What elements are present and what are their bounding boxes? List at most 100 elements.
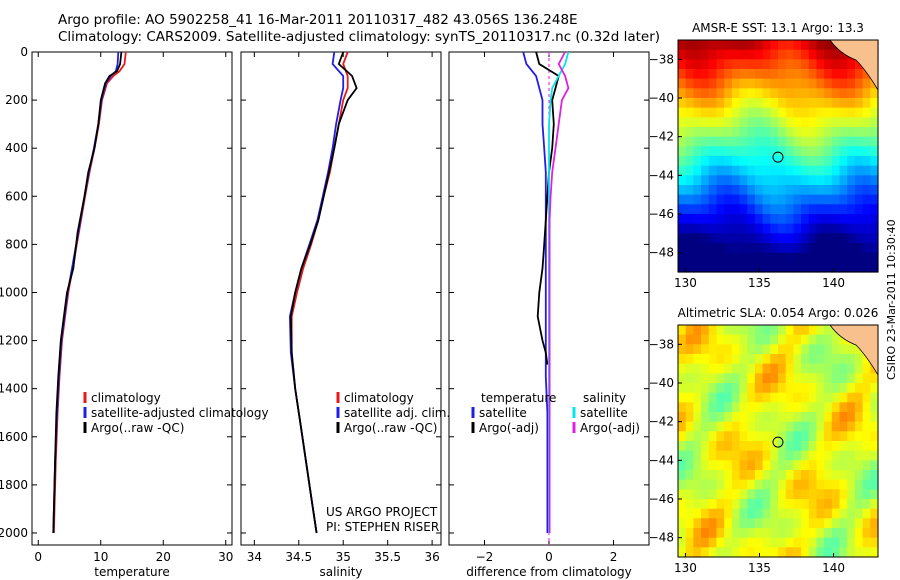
sla_map-cell xyxy=(793,518,802,529)
sst_map-cell xyxy=(762,107,771,118)
sst_map-cell xyxy=(701,98,710,109)
sst_map-cell xyxy=(831,223,841,234)
sst_map-cell xyxy=(708,233,718,244)
sst_map-cell xyxy=(770,175,779,186)
sla_map-cell xyxy=(831,450,841,461)
sla_map-cell xyxy=(824,460,833,471)
sst_map-cell xyxy=(678,204,687,215)
sst_map-cell xyxy=(824,69,833,80)
sla_map-cell xyxy=(808,421,818,432)
sla_map-cell xyxy=(839,547,848,558)
sst_map-cell xyxy=(847,243,856,254)
sla_map-cell xyxy=(816,363,825,374)
sst_map-cell xyxy=(793,223,802,234)
sla_map-cell xyxy=(762,402,771,413)
sst_map-cell xyxy=(778,78,787,89)
sst_map-cell xyxy=(693,223,702,234)
sla_map-cell xyxy=(716,460,725,471)
sst_map-cell xyxy=(701,204,710,215)
sla_map-cell xyxy=(693,499,702,510)
sst_map-cell xyxy=(678,136,687,147)
sst_map-cell xyxy=(747,185,756,196)
sla_map-cell xyxy=(847,528,856,539)
sst_map-cell xyxy=(854,98,864,109)
sst_map-cell xyxy=(762,98,771,109)
sla_map-ytick-label: −40 xyxy=(649,376,674,390)
sst_map-cell xyxy=(816,107,825,118)
sst_map-cell xyxy=(870,127,879,138)
sst_map-cell xyxy=(793,69,802,80)
sst_map-cell xyxy=(701,88,710,99)
sst_map-cell xyxy=(685,146,694,157)
sla_map-cell xyxy=(778,489,787,500)
sst_map-cell xyxy=(708,252,718,263)
sst_map-cell xyxy=(701,175,710,186)
temperature-axes-frame xyxy=(31,51,233,546)
sla_map-cell xyxy=(724,354,733,365)
sst_map-cell xyxy=(716,233,725,244)
sla_map-cell xyxy=(716,479,725,490)
sst_map-cell xyxy=(747,40,756,51)
sst_map-cell xyxy=(762,233,771,244)
sla_map-cell xyxy=(778,344,787,355)
sla_map-cell xyxy=(862,470,871,481)
sla_map-xtick-label: 135 xyxy=(748,561,771,575)
sst_map-cell xyxy=(770,214,779,225)
sst_map-cell xyxy=(808,78,818,89)
sst_map-cell xyxy=(801,204,810,215)
sst_map-cell xyxy=(731,40,741,51)
sla_map-cell xyxy=(716,334,725,345)
sst_map-cell xyxy=(701,233,710,244)
sst_map-cell xyxy=(770,223,779,234)
sla_map-cell xyxy=(831,508,841,519)
sst_map-argo-marker xyxy=(772,151,784,163)
sst_map-cell xyxy=(724,262,733,273)
sla_map-cell xyxy=(693,412,702,423)
sst_map-cell xyxy=(770,117,779,128)
sla_map-cell xyxy=(785,518,794,529)
sst_map-cell xyxy=(754,185,764,196)
sla_map-cell xyxy=(862,489,871,500)
sla_map-cell xyxy=(701,450,710,461)
sst_map-cell xyxy=(824,243,833,254)
sst_map-cell xyxy=(762,40,771,51)
sst_map-cell xyxy=(824,40,833,51)
sla_map-cell xyxy=(739,450,748,461)
sst_map-cell xyxy=(708,146,718,157)
sla_map-cell xyxy=(862,518,871,529)
sst_map-cell xyxy=(762,146,771,157)
sst_map-cell xyxy=(716,262,725,273)
sst_map-cell xyxy=(816,136,825,147)
sst_map-cell xyxy=(824,146,833,157)
sla_map-cell xyxy=(701,460,710,471)
temperature-ytick-label: 800 xyxy=(5,237,28,251)
sla_map-cell xyxy=(754,344,764,355)
sla_map-cell xyxy=(816,431,825,442)
sst_map-cell xyxy=(862,165,871,176)
sla_map-cell xyxy=(831,402,841,413)
sla_map-cell xyxy=(816,508,825,519)
sst_map-cell xyxy=(754,107,764,118)
sla_map-cell xyxy=(701,392,710,403)
sla_map-cell xyxy=(847,392,856,403)
sst_map-cell xyxy=(793,252,802,263)
sst_map-cell xyxy=(793,233,802,244)
sst_map-cell xyxy=(685,40,694,51)
sla_map-cell xyxy=(739,547,748,558)
sst_map-cell xyxy=(731,127,741,138)
sst_map-cell xyxy=(808,59,818,70)
sst_map-cell xyxy=(816,175,825,186)
sst_map-cell xyxy=(678,175,687,186)
sst_map-cell xyxy=(770,252,779,263)
sla_map-cell xyxy=(716,528,725,539)
sst_map-cell xyxy=(793,127,802,138)
sla_map-cell xyxy=(854,547,864,558)
sst_map-cell xyxy=(778,214,787,225)
sla_map-cell xyxy=(839,489,848,500)
sst_map-cell xyxy=(831,204,841,215)
sla_map-cell xyxy=(739,421,748,432)
sla_map-cell xyxy=(816,489,825,500)
sla_map-cell xyxy=(685,421,694,432)
sst_map-cell xyxy=(716,165,725,176)
